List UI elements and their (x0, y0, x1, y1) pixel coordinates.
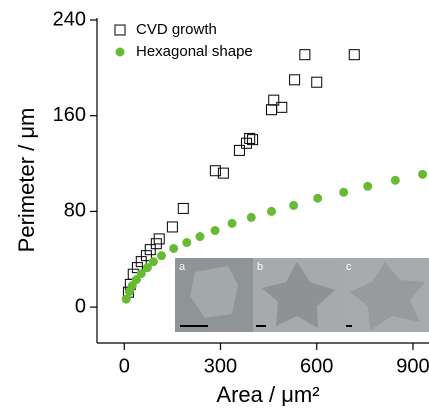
y-tick-label: 160 (53, 104, 86, 126)
point (363, 182, 372, 191)
point (267, 105, 277, 115)
point (289, 201, 298, 210)
point (247, 213, 256, 222)
point (195, 232, 204, 241)
inset-label: b (257, 261, 263, 273)
y-tick-label: 0 (75, 295, 86, 317)
x-tick-label: 600 (300, 355, 333, 377)
point (391, 176, 400, 185)
point (182, 238, 191, 247)
insets: a b c (175, 258, 429, 332)
point (169, 244, 178, 253)
legend-label: Hexagonal shape (136, 43, 253, 60)
x-axis-label: Area / μm² (216, 382, 319, 407)
point (145, 245, 155, 255)
y-tick-label: 80 (64, 200, 86, 222)
inset-label: c (346, 261, 352, 273)
point (167, 222, 177, 232)
point (313, 194, 322, 203)
point (312, 77, 322, 87)
y-axis-label: Perimeter / μm (14, 108, 39, 253)
point (157, 251, 166, 260)
point (339, 188, 348, 197)
inset-label: a (179, 261, 186, 273)
point (349, 50, 359, 60)
legend-marker (115, 25, 125, 35)
point (418, 170, 427, 179)
legend-marker (116, 48, 125, 57)
x-tick-label: 0 (119, 355, 130, 377)
point (228, 219, 237, 228)
x-tick-label: 300 (204, 355, 237, 377)
x-tick-label: 900 (396, 355, 429, 377)
point (300, 50, 310, 60)
point (178, 203, 188, 213)
point (234, 145, 244, 155)
chart: a b c Perimeter / μm Area / μm² 0 80 160 24… (0, 0, 429, 414)
y-tick-label: 240 (53, 8, 86, 30)
legend-label: CVD growth (136, 21, 217, 38)
point (211, 226, 220, 235)
point (290, 75, 300, 85)
point (149, 257, 158, 266)
point (267, 207, 276, 216)
